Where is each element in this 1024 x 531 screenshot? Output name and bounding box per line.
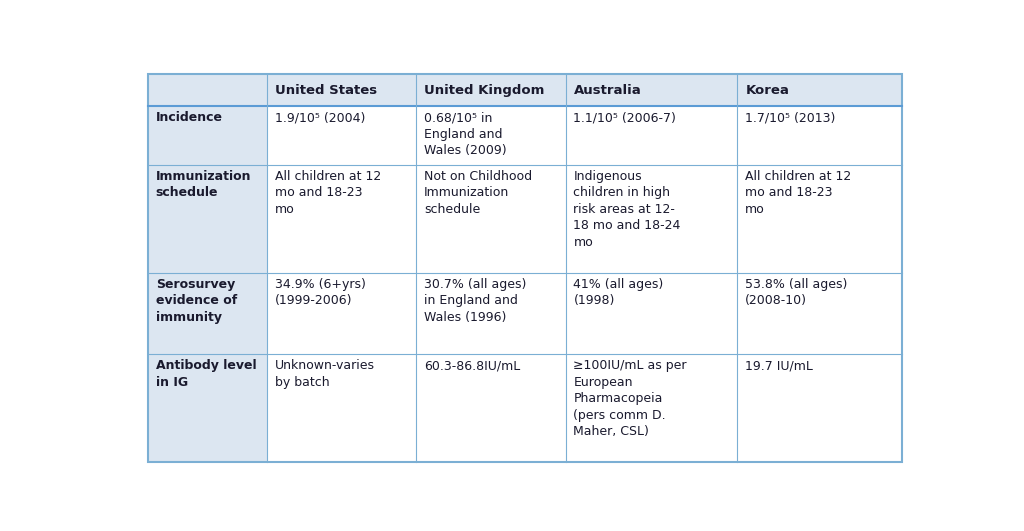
Text: Incidence: Incidence xyxy=(156,111,223,124)
Bar xyxy=(267,165,416,272)
Text: 53.8% (all ages)
(2008-10): 53.8% (all ages) (2008-10) xyxy=(745,278,848,307)
Bar xyxy=(416,272,565,354)
Text: United States: United States xyxy=(274,83,377,97)
Bar xyxy=(416,106,565,165)
Text: 1.1/10⁵ (2006-7): 1.1/10⁵ (2006-7) xyxy=(573,111,676,124)
Text: Immunization
schedule: Immunization schedule xyxy=(156,169,251,199)
Bar xyxy=(565,165,737,272)
Bar xyxy=(267,354,416,463)
Text: Korea: Korea xyxy=(745,83,790,97)
Bar xyxy=(737,165,902,272)
Text: All children at 12
mo and 18-23
mo: All children at 12 mo and 18-23 mo xyxy=(745,169,852,216)
Text: 34.9% (6+yrs)
(1999-2006): 34.9% (6+yrs) (1999-2006) xyxy=(274,278,366,307)
Text: United Kingdom: United Kingdom xyxy=(424,83,545,97)
Text: Not on Childhood
Immunization
schedule: Not on Childhood Immunization schedule xyxy=(424,169,532,216)
Text: 41% (all ages)
(1998): 41% (all ages) (1998) xyxy=(573,278,664,307)
Bar xyxy=(267,106,416,165)
Text: 0.68/10⁵ in
England and
Wales (2009): 0.68/10⁵ in England and Wales (2009) xyxy=(424,111,507,157)
Bar xyxy=(416,354,565,463)
Text: Serosurvey
evidence of
immunity: Serosurvey evidence of immunity xyxy=(156,278,237,323)
Bar xyxy=(737,272,902,354)
Bar xyxy=(565,106,737,165)
Bar xyxy=(267,272,416,354)
Bar xyxy=(416,165,565,272)
Text: All children at 12
mo and 18-23
mo: All children at 12 mo and 18-23 mo xyxy=(274,169,381,216)
Text: 30.7% (all ages)
in England and
Wales (1996): 30.7% (all ages) in England and Wales (1… xyxy=(424,278,526,323)
Bar xyxy=(737,106,902,165)
Bar xyxy=(737,354,902,463)
Text: 19.7 IU/mL: 19.7 IU/mL xyxy=(745,359,813,372)
Text: 1.7/10⁵ (2013): 1.7/10⁵ (2013) xyxy=(745,111,836,124)
Text: ≥100IU/mL as per
European
Pharmacopeia
(pers comm D.
Maher, CSL): ≥100IU/mL as per European Pharmacopeia (… xyxy=(573,359,687,438)
Bar xyxy=(565,272,737,354)
Text: Antibody level
in IG: Antibody level in IG xyxy=(156,359,256,389)
Text: 1.9/10⁵ (2004): 1.9/10⁵ (2004) xyxy=(274,111,366,124)
Bar xyxy=(565,354,737,463)
Text: Unknown-varies
by batch: Unknown-varies by batch xyxy=(274,359,375,389)
Text: Indigenous
children in high
risk areas at 12-
18 mo and 18-24
mo: Indigenous children in high risk areas a… xyxy=(573,169,681,249)
Text: Australia: Australia xyxy=(573,83,641,97)
Text: 60.3-86.8IU/mL: 60.3-86.8IU/mL xyxy=(424,359,520,372)
